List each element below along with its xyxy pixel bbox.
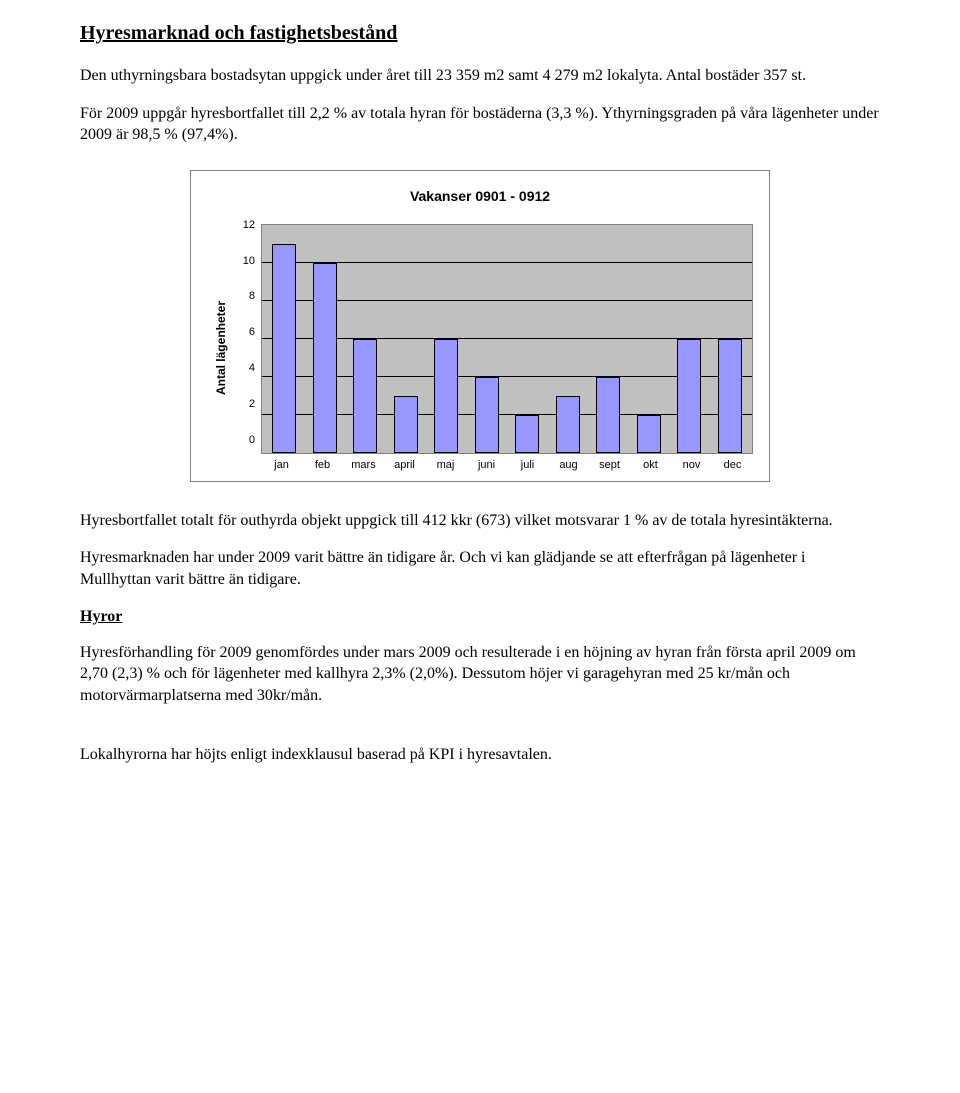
chart-bar-mars: [353, 339, 377, 453]
chart-bar-april: [394, 396, 418, 453]
paragraph-6: Lokalhyrorna har höjts enligt indexklaus…: [80, 744, 880, 766]
chart-x-ticks: janfebmarsaprilmajjunijuliaugseptoktnovd…: [261, 458, 753, 473]
chart-plot-area: [261, 224, 753, 454]
y-tick-label: 0: [235, 433, 255, 448]
y-tick-label: 12: [235, 218, 255, 233]
chart-bar-okt: [637, 415, 661, 453]
x-tick-label: nov: [671, 458, 712, 473]
paragraph-2: För 2009 uppgår hyresbortfallet till 2,2…: [80, 103, 880, 146]
y-axis-label-text: Antal lägenheter: [213, 301, 229, 395]
chart-bar-juni: [475, 377, 499, 453]
x-tick-label: sept: [589, 458, 630, 473]
x-tick-label: juli: [507, 458, 548, 473]
y-tick-label: 4: [235, 361, 255, 376]
chart-title: Vakanser 0901 - 0912: [207, 187, 753, 206]
chart-bar-jan: [272, 244, 296, 453]
x-tick-label: juni: [466, 458, 507, 473]
chart-bar-sept: [596, 377, 620, 453]
x-tick-label: maj: [425, 458, 466, 473]
chart-bar-juli: [515, 415, 539, 453]
x-tick-label: okt: [630, 458, 671, 473]
chart-y-axis-label: Antal lägenheter: [207, 224, 235, 473]
chart-y-ticks: 12 10 8 6 4 2 0: [235, 218, 261, 448]
y-tick-label: 6: [235, 325, 255, 340]
y-tick-label: 10: [235, 254, 255, 269]
page-heading: Hyresmarknad och fastighetsbestånd: [80, 20, 880, 47]
y-tick-label: 8: [235, 289, 255, 304]
x-tick-label: dec: [712, 458, 753, 473]
paragraph-4: Hyresmarknaden har under 2009 varit bätt…: [80, 547, 880, 590]
chart-bar-nov: [677, 339, 701, 453]
paragraph-1: Den uthyrningsbara bostadsytan uppgick u…: [80, 65, 880, 87]
y-tick-label: 2: [235, 397, 255, 412]
chart-bar-maj: [434, 339, 458, 453]
chart-bar-dec: [718, 339, 742, 453]
paragraph-3: Hyresbortfallet totalt för outhyrda obje…: [80, 510, 880, 532]
x-tick-label: feb: [302, 458, 343, 473]
x-tick-label: april: [384, 458, 425, 473]
x-tick-label: jan: [261, 458, 302, 473]
chart-bar-aug: [556, 396, 580, 453]
vacancy-chart: Vakanser 0901 - 0912 Antal lägenheter 12…: [190, 170, 770, 482]
chart-bar-feb: [313, 263, 337, 453]
paragraph-5: Hyresförhandling för 2009 genomfördes un…: [80, 642, 880, 707]
sub-heading-hyror: Hyror: [80, 606, 880, 628]
x-tick-label: mars: [343, 458, 384, 473]
x-tick-label: aug: [548, 458, 589, 473]
